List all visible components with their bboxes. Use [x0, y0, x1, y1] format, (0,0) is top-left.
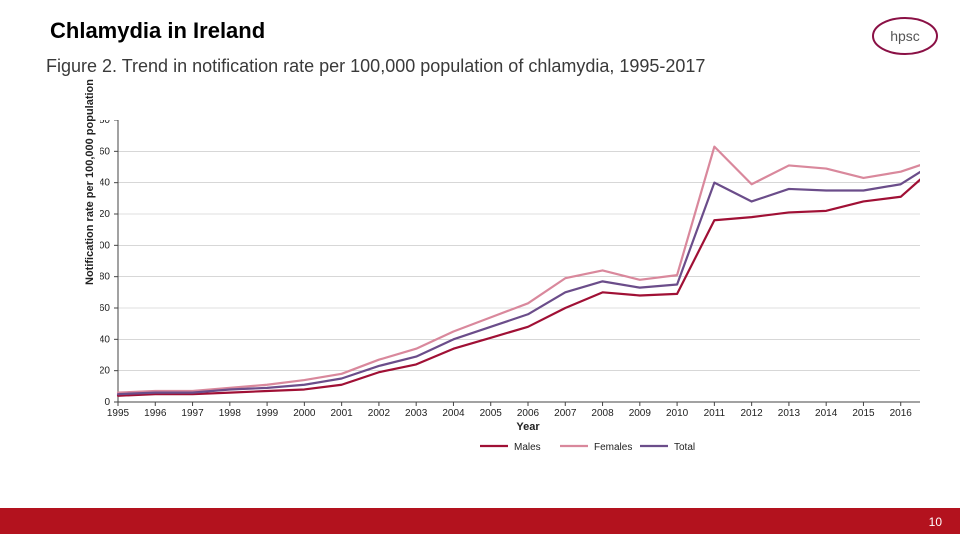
svg-text:2001: 2001 — [331, 408, 354, 419]
svg-text:2004: 2004 — [442, 408, 465, 419]
svg-text:180: 180 — [100, 120, 110, 126]
svg-text:60: 60 — [100, 303, 110, 314]
hpsc-logo: hpsc — [870, 14, 940, 63]
svg-text:1999: 1999 — [256, 408, 279, 419]
y-axis-label: Notification rate per 100,000 population — [84, 79, 96, 285]
svg-text:2010: 2010 — [666, 408, 689, 419]
svg-text:Year: Year — [516, 421, 540, 433]
svg-text:1998: 1998 — [219, 408, 242, 419]
svg-text:120: 120 — [100, 209, 110, 220]
svg-text:2007: 2007 — [554, 408, 577, 419]
svg-text:2009: 2009 — [629, 408, 652, 419]
svg-text:140: 140 — [100, 178, 110, 189]
svg-text:2005: 2005 — [480, 408, 503, 419]
svg-text:2008: 2008 — [591, 408, 614, 419]
svg-text:80: 80 — [100, 272, 110, 283]
svg-text:2006: 2006 — [517, 408, 540, 419]
svg-text:2014: 2014 — [815, 408, 838, 419]
svg-text:Total: Total — [674, 442, 695, 450]
svg-text:2013: 2013 — [778, 408, 801, 419]
svg-text:Females: Females — [594, 442, 632, 450]
svg-text:100: 100 — [100, 240, 110, 251]
page-title: Chlamydia in Ireland — [50, 18, 265, 44]
svg-text:2002: 2002 — [368, 408, 391, 419]
svg-text:1996: 1996 — [144, 408, 167, 419]
svg-text:hpsc: hpsc — [890, 28, 920, 44]
svg-text:2003: 2003 — [405, 408, 428, 419]
figure-caption: Figure 2. Trend in notification rate per… — [46, 56, 705, 77]
svg-text:0: 0 — [104, 397, 110, 408]
svg-text:1995: 1995 — [107, 408, 130, 419]
footer-bar — [0, 508, 960, 534]
svg-text:2016: 2016 — [890, 408, 913, 419]
svg-text:Males: Males — [514, 442, 541, 450]
line-chart: 0 20 40 60 80 100 120 140 160 180 1995 1996 1997 1998… — [100, 120, 920, 450]
svg-text:40: 40 — [100, 334, 110, 345]
svg-text:160: 160 — [100, 146, 110, 157]
svg-text:2012: 2012 — [741, 408, 764, 419]
svg-text:2011: 2011 — [704, 408, 726, 419]
svg-text:2000: 2000 — [293, 408, 316, 419]
svg-text:20: 20 — [100, 366, 110, 377]
page-number: 10 — [929, 515, 942, 529]
svg-text:2015: 2015 — [852, 408, 875, 419]
svg-text:1997: 1997 — [181, 408, 204, 419]
